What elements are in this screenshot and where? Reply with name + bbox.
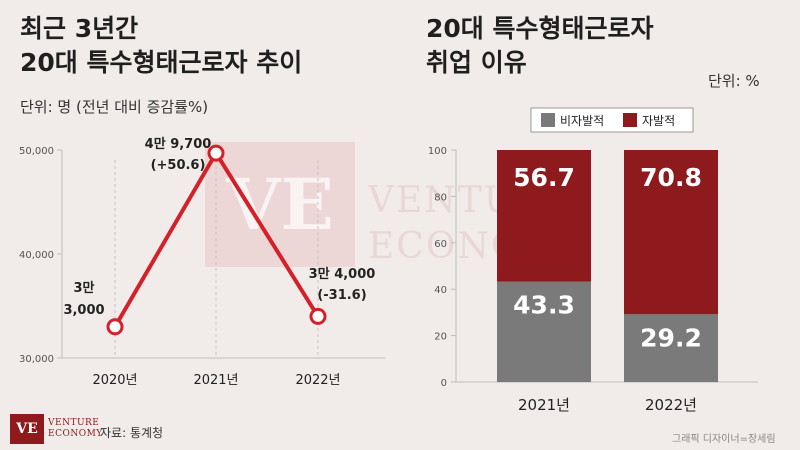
y-tick-label: 30,000 — [19, 354, 54, 365]
bar-segment — [497, 281, 591, 382]
footer-logo-line1: VENTURE — [48, 418, 100, 428]
y-tick-label: 60 — [434, 239, 447, 250]
bar-segment — [624, 314, 718, 382]
y-tick-label: 40 — [434, 285, 447, 296]
bar-value-label: 56.7 — [513, 163, 575, 192]
data-label: (-31.6) — [317, 288, 366, 303]
data-label: 3만 4,000 — [309, 266, 376, 282]
right-title: 20대 특수형태근로자 취업 이유 — [426, 12, 654, 80]
footer-logo-text: VENTURE ECONOMY — [48, 418, 103, 440]
y-tick-label: 20 — [434, 332, 447, 343]
legend-label: 비자발적 — [560, 114, 604, 128]
bar-chart: 비자발적 자발적 0 20 40 60 80 100 43.3 56.7 2021년 29.2 70.8… — [428, 107, 758, 414]
footer-logo-mark: VE — [10, 414, 44, 444]
data-point — [309, 307, 327, 325]
bar-value-label: 29.2 — [640, 323, 702, 352]
legend-label: 자발적 — [642, 114, 675, 128]
legend-swatch — [623, 113, 637, 127]
data-label: 3,000 — [63, 303, 104, 318]
legend-swatch — [541, 113, 555, 127]
y-tick-label: 100 — [428, 146, 447, 157]
left-unit-label: 단위: 명 (전년 대비 증감률%) — [20, 98, 209, 116]
y-tick-label: 50,000 — [19, 146, 54, 157]
y-tick-label: 0 — [441, 378, 447, 389]
y-tick-label: 80 — [434, 192, 447, 203]
watermark-initials: VE — [226, 163, 334, 246]
data-label: 3만 — [73, 280, 94, 296]
x-tick-label: 2020년 — [92, 373, 137, 388]
bar-value-label: 70.8 — [640, 163, 702, 192]
bar-segment — [497, 150, 591, 282]
credit-label: 그래픽 디자이너=장세림 — [672, 434, 776, 445]
right-title-line1: 20대 특수형태근로자 — [426, 14, 654, 43]
left-title: 최근 3년간 20대 특수형태근로자 추이 — [20, 12, 302, 80]
left-title-line2: 20대 특수형태근로자 추이 — [20, 48, 303, 77]
right-title-line2: 취업 이유 — [426, 48, 527, 77]
x-tick-label: 2021년 — [518, 396, 570, 414]
data-point — [207, 144, 225, 162]
footer-logo: VE VENTURE ECONOMY — [10, 414, 103, 444]
data-label: 4만 9,700 — [145, 136, 212, 152]
y-tick-label: 40,000 — [19, 250, 54, 261]
data-label: (+50.6) — [151, 158, 206, 173]
x-tick-label: 2022년 — [295, 373, 340, 388]
x-tick-label: 2022년 — [645, 396, 697, 414]
watermark-logo: VE — [205, 142, 355, 267]
footer-logo-line2: ECONOMY — [48, 429, 103, 439]
data-point — [106, 318, 124, 336]
right-unit-label: 단위: % — [708, 72, 760, 90]
legend-box — [530, 107, 694, 133]
bar-value-label: 43.3 — [513, 291, 575, 320]
left-title-line1: 최근 3년간 — [20, 14, 139, 43]
line-chart: 30,000 40,000 50,000 2020년 2021년 2022년 3만 3,000… — [19, 136, 385, 388]
source-label: 자료: 통계청 — [100, 426, 164, 440]
x-tick-label: 2021년 — [193, 373, 238, 388]
bar-segment — [624, 150, 718, 315]
